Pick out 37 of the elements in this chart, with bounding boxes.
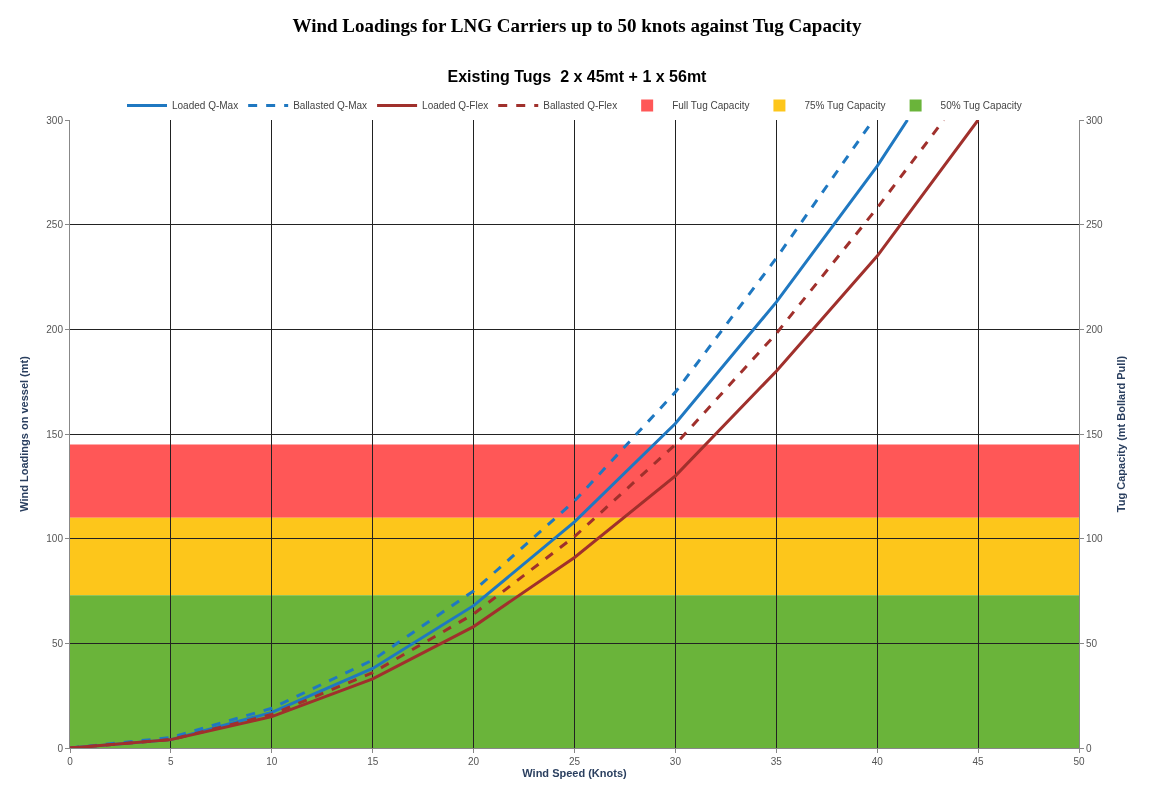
y2-tick-label: 200	[1086, 323, 1104, 335]
x-tick-label: 40	[871, 756, 884, 767]
chart-subtitle: Existing Tugs 2 x 45mt + 1 x 56mt	[447, 67, 708, 85]
x-axis-title: Wind Speed (Knots)	[522, 767, 628, 779]
y-tick-label: 100	[46, 533, 64, 545]
y2-tick-label: 300	[1086, 114, 1104, 126]
x-tick-label: 5	[168, 756, 175, 767]
x-tick-label: 50	[1073, 756, 1085, 767]
legend-label: Full Tug Capacity	[672, 100, 750, 112]
x-tick-label: 0	[67, 756, 74, 767]
legend-label: Ballasted Q-Max	[293, 100, 368, 112]
y2-axis-title: Tug Capacity (mt Bollard Pull)	[1115, 355, 1128, 513]
legend-label: Loaded Q-Max	[172, 100, 239, 112]
y2-tick-label: 100	[1086, 533, 1104, 545]
legend-label: 75% Tug Capacity	[804, 100, 886, 112]
legend-label: Loaded Q-Flex	[422, 100, 489, 112]
legend-label: 50% Tug Capacity	[940, 100, 1022, 112]
x-tick-label: 20	[468, 756, 480, 767]
y-tick-label: 250	[46, 219, 64, 231]
y2-tick-label: 250	[1086, 219, 1104, 231]
y-tick-label: 150	[46, 428, 64, 440]
y-tick-label: 50	[51, 637, 64, 649]
x-tick-label: 25	[568, 756, 581, 767]
x-tick-label: 10	[266, 756, 278, 767]
y2-tick-label: 0	[1086, 742, 1092, 754]
x-tick-label: 45	[972, 756, 985, 767]
y-tick-label: 0	[57, 742, 64, 754]
legend-label: Ballasted Q-Flex	[543, 100, 618, 112]
y2-tick-label: 150	[1086, 428, 1104, 440]
x-tick-label: 35	[770, 756, 783, 767]
x-tick-label: 30	[669, 756, 682, 767]
chart-title: Wind Loadings for LNG Carriers up to 50 knots against Tug Capacity	[292, 15, 862, 37]
x-tick-label: 15	[367, 756, 379, 767]
y2-tick-label: 50	[1086, 637, 1098, 649]
y-tick-label: 300	[46, 114, 64, 126]
y-tick-label: 200	[46, 323, 64, 335]
y-axis-title: Wind Loadings on vessel (mt)	[17, 355, 30, 512]
